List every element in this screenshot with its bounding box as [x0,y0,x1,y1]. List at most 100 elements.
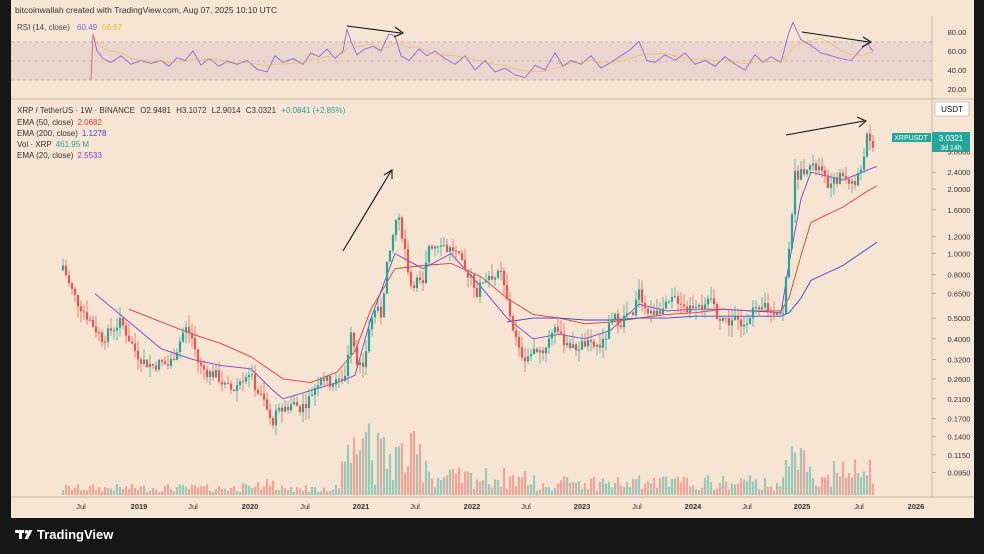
volume-bar [325,491,329,495]
price-tick-label: 0.8000 [948,270,971,279]
volume-bar [418,443,422,495]
candle-body [481,282,485,284]
candle-body [457,251,461,254]
volume-bar [190,484,194,495]
candle-body [571,344,575,349]
candle-body [175,352,179,360]
candle-body [112,330,116,332]
candle-body [637,289,641,300]
time-tick-label: 2025 [794,502,811,511]
candle-body [280,407,284,412]
volume-bar [475,479,479,495]
volume-bar [232,486,236,495]
volume-bar [361,438,365,495]
volume-bar [427,471,431,495]
candle-body [388,250,392,262]
volume-bar [547,487,551,495]
candle-body [865,133,869,157]
candle-body [838,172,842,184]
volume-bar [595,490,599,495]
volume-bar [394,446,398,495]
candle-body [448,247,452,252]
price-tag-countdown: 3d 14h [940,145,962,152]
candle-body [436,246,440,248]
price-tick-label: 0.4000 [948,335,971,344]
candle-body [844,175,848,180]
price-tick-label: 2.4000 [948,168,971,177]
candle-body [109,328,113,331]
volume-bar [616,476,620,495]
volume-bar [484,468,488,495]
volume-bar [412,430,416,495]
candle-body [466,270,470,278]
volume-bar [727,489,731,495]
volume-bar [328,491,332,495]
volume-bar [670,478,674,495]
candle-body [85,312,89,320]
currency-button[interactable] [934,101,970,117]
candle-body [310,394,314,397]
candle-body [508,299,512,317]
volume-bar [757,489,761,495]
volume-bar [127,489,131,495]
candle-body [184,327,188,333]
volume-bar [397,446,401,495]
volume-bar [523,470,527,495]
volume-bar [301,490,305,495]
candle-body [271,417,275,426]
candle-body [88,319,92,321]
volume-bar [538,489,542,495]
volume-bar [445,474,449,495]
candle-body [79,306,83,312]
volume-bar [469,472,473,495]
rsi-legend-ma: 56.67 [102,23,123,32]
volume-bar [247,485,251,495]
time-axis[interactable]: Jul 2019 Jul 2020 Jul 2021 Jul 2022 Jul 2023 Jul 20… [76,502,924,511]
candle-body [748,318,752,324]
volume-bar [514,486,518,495]
chart-canvas[interactable]: bitcoinwallah created with TradingView.c… [11,0,974,554]
candle-body [76,294,80,307]
volume-bar [253,487,257,495]
candle-body [754,307,758,309]
candle-body [658,310,662,315]
candle-body [700,305,704,309]
volume-bar [655,487,659,495]
candle-body [499,270,503,272]
candle-body [463,259,467,271]
volume-bar [847,472,851,495]
candle-body [187,327,191,333]
candle-body [154,365,158,370]
candle-body [631,312,635,316]
volume-bar [250,488,254,495]
volume-bar [244,484,248,495]
candle-body [247,375,251,378]
volume-bar [586,489,590,495]
time-tick-label: Jul [742,502,752,511]
volume-bar [370,460,374,495]
candle-body [181,332,185,342]
candle-body [73,288,77,295]
candle-body [430,246,434,249]
candle-body [769,310,773,312]
candle-body [502,271,506,286]
candle-body [301,403,305,413]
volume-bar [367,423,371,495]
candle-body [556,327,560,332]
candle-body [376,306,380,311]
candle-body [709,298,713,300]
candle-body [472,274,476,288]
volume-bar [844,477,848,495]
tradingview-logo[interactable]: TradingView [15,527,114,542]
candle-body [766,303,770,311]
candle-body [334,379,338,385]
volume-bar [520,477,524,495]
candle-body [178,341,182,353]
candle-body [649,310,653,314]
rsi-tick-label: 20.00 [948,85,967,94]
volume-bar [550,490,554,495]
candle-body [100,332,104,342]
volume-bar [805,471,809,495]
price-tick-label: 0.3200 [948,356,971,365]
price-tick-label: 1.0000 [948,250,971,259]
